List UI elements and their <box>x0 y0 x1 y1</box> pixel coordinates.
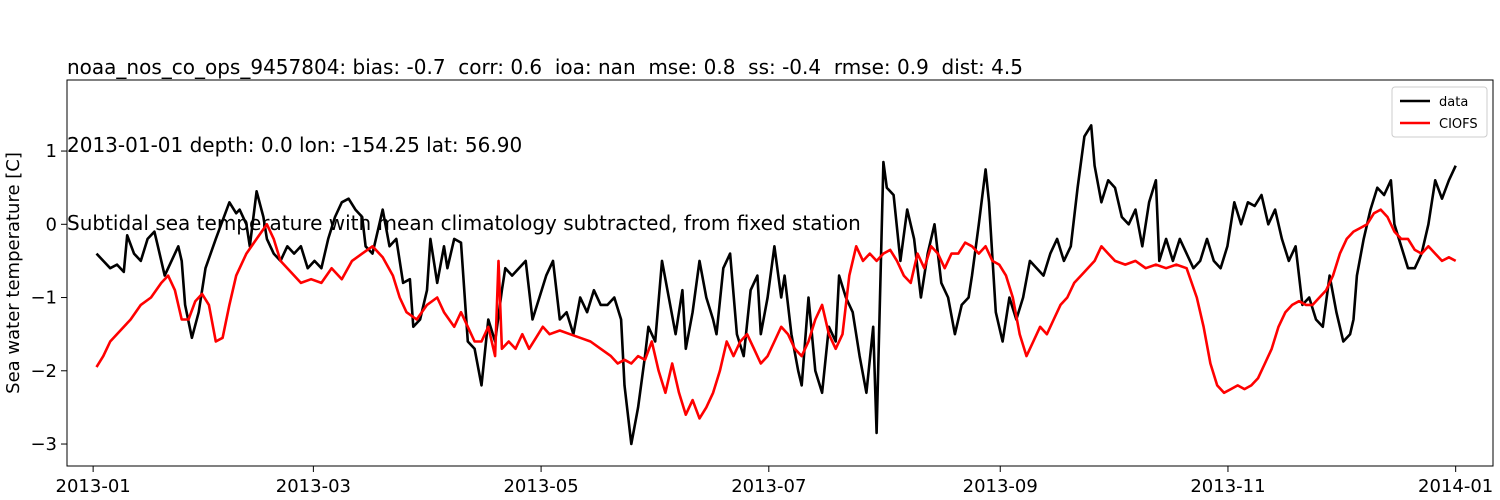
x-tick-label: 2013-01 <box>56 476 131 497</box>
y-tick-label: 0 <box>46 214 57 235</box>
legend-label-ciofs: CIOFS <box>1439 117 1478 132</box>
plot-frame <box>66 79 1494 467</box>
title-line-description: Subtidal sea temperature with mean clima… <box>67 211 861 235</box>
legend-box <box>1391 86 1488 138</box>
x-tick-label: 2013-03 <box>276 476 351 497</box>
axis-layer: 2013-01 2013-03 2013-05 2013-07 2013-09 2013-… <box>30 79 1494 497</box>
series-line-ciofs <box>95 208 1457 420</box>
series-layer <box>95 124 1457 446</box>
y-tick-label: −2 <box>30 361 57 382</box>
y-tick-label: −1 <box>30 288 57 309</box>
y-tick-label: 1 <box>46 141 57 162</box>
title-line-location: 2013-01-01 depth: 0.0 lon: -154.25 lat: … <box>67 133 523 157</box>
x-tick-label: 2014-01 <box>1418 476 1493 497</box>
x-tick-label: 2013-07 <box>731 476 806 497</box>
chart-title: noaa_nos_co_ops_9457804: bias: -0.7 corr… <box>67 2 1023 262</box>
title-line-stats: noaa_nos_co_ops_9457804: bias: -0.7 corr… <box>67 55 1023 79</box>
y-axis-label: Sea water temperature [C] <box>3 152 24 394</box>
y-tick-label: −3 <box>30 434 57 455</box>
legend-label-data: data <box>1439 95 1468 110</box>
x-tick-label: 2013-09 <box>963 476 1038 497</box>
series-line-data <box>95 124 1457 446</box>
x-tick-label: 2013-11 <box>1190 476 1265 497</box>
legend: data CIOFS <box>1391 86 1488 138</box>
x-tick-label: 2013-05 <box>503 476 578 497</box>
